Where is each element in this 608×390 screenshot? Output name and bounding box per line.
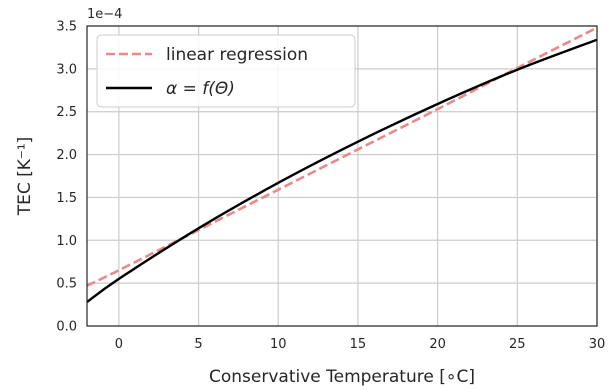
legend-box — [96, 34, 356, 108]
x-tick-label: 0 — [115, 337, 123, 352]
y-tick-label: 3.0 — [56, 62, 77, 77]
y-tick-label: 0.5 — [56, 277, 77, 292]
y-tick-label: 2.0 — [56, 148, 77, 163]
y-tick-label: 0.0 — [56, 320, 77, 335]
legend-label: α = f(Θ) — [166, 79, 235, 99]
y-axis-ticks: 0.0 0.5 1.0 1.5 2.0 2.5 3.0 3.5 — [56, 20, 77, 335]
legend: linear regression α = f(Θ) — [96, 34, 356, 108]
y-tick-label: 1.0 — [56, 234, 77, 249]
x-tick-label: 20 — [429, 337, 446, 352]
y-tick-label: 2.5 — [56, 105, 77, 120]
series-layer — [87, 26, 597, 303]
y-tick-label: 3.5 — [56, 20, 77, 35]
x-tick-label: 25 — [509, 337, 526, 352]
plot-frame — [86, 25, 598, 327]
x-tick-label: 15 — [350, 337, 367, 352]
x-tick-label: 5 — [194, 337, 202, 352]
x-axis-label: Conservative Temperature [∘C] — [209, 367, 475, 387]
x-tick-label: 30 — [589, 337, 606, 352]
legend-label: linear regression — [166, 45, 308, 65]
alpha-function-line — [87, 38, 597, 303]
y-axis-label: TEC [K⁻¹] — [15, 137, 35, 217]
x-tick-label: 10 — [270, 337, 287, 352]
y-offset-text: 1e−4 — [87, 7, 122, 22]
x-axis-ticks: 0 5 10 15 20 25 30 — [115, 337, 606, 352]
y-tick-label: 1.5 — [56, 191, 77, 206]
